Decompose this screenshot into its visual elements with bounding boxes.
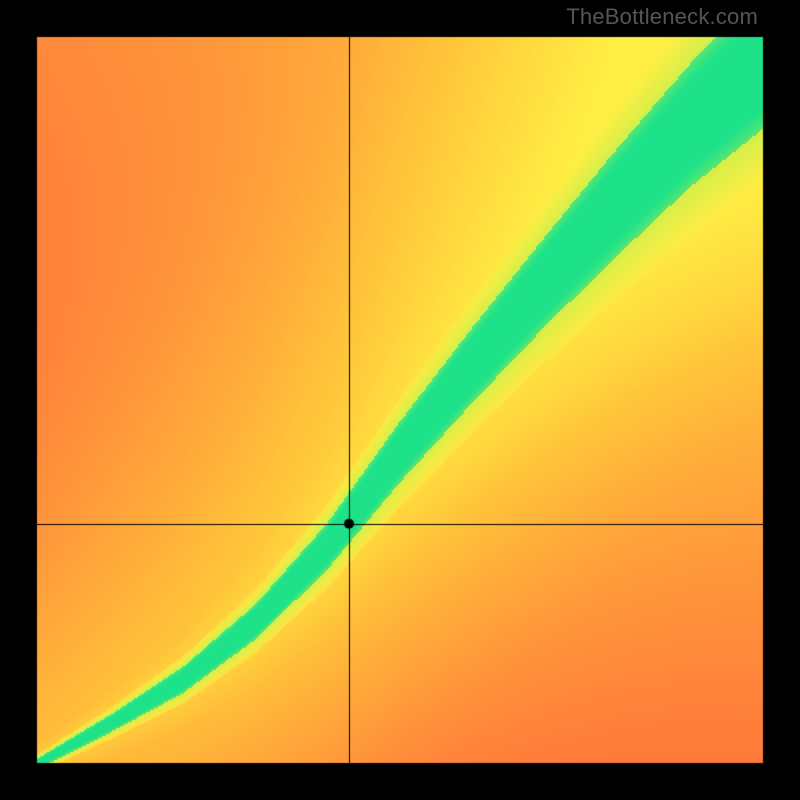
chart-stage: TheBottleneck.com (0, 0, 800, 800)
heatmap-canvas (0, 0, 800, 800)
watermark-text: TheBottleneck.com (566, 4, 758, 30)
